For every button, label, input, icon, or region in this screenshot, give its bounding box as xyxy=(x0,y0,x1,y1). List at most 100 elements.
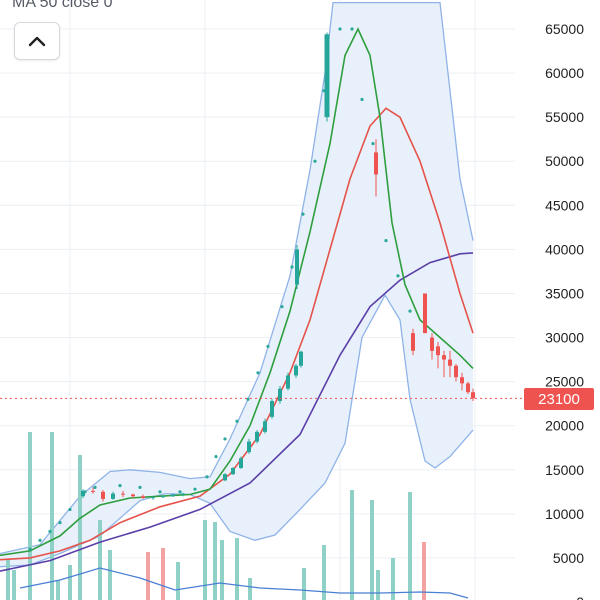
candle-body xyxy=(374,152,378,175)
candle-body xyxy=(131,494,135,497)
sar-dot xyxy=(235,419,239,423)
sar-dot xyxy=(214,454,218,459)
candlesticks xyxy=(81,32,475,502)
candle xyxy=(448,350,452,378)
candle-body xyxy=(466,383,470,393)
candle xyxy=(471,388,475,402)
candle xyxy=(442,350,446,378)
sar-dot xyxy=(350,27,354,31)
candle-body xyxy=(121,493,125,495)
collapse-legend-button[interactable] xyxy=(14,22,60,60)
candle xyxy=(295,244,299,290)
candle xyxy=(171,493,175,498)
sar-dot xyxy=(338,27,342,31)
volume-bar xyxy=(408,492,412,600)
candle-body xyxy=(286,375,290,389)
candle xyxy=(231,467,235,476)
sar-dot xyxy=(68,507,72,512)
sar-dot xyxy=(290,265,294,269)
band-fill xyxy=(0,2,473,567)
sar-dot xyxy=(48,529,52,534)
candle xyxy=(294,363,298,379)
candle-body xyxy=(411,333,415,351)
y-tick-label: 45000 xyxy=(545,197,584,213)
candle xyxy=(454,363,458,382)
volume-bar xyxy=(146,552,150,600)
candle-body xyxy=(231,468,235,475)
candle-body xyxy=(295,249,299,285)
candle xyxy=(255,430,259,444)
candle-body xyxy=(223,474,227,481)
y-axis: 0 5000 10000 15000 20000 25000 30000 35000 40000… xyxy=(545,21,584,600)
volume-bar xyxy=(220,540,224,600)
candle xyxy=(374,139,378,197)
sar-dot xyxy=(138,485,142,489)
candle-body xyxy=(255,431,259,442)
volume-bar xyxy=(12,570,16,600)
volume-bar xyxy=(203,520,207,600)
y-tick-label: 15000 xyxy=(545,462,584,478)
volume-bar xyxy=(322,545,326,600)
candle xyxy=(270,399,274,419)
candle xyxy=(223,473,227,482)
volume-bar xyxy=(176,562,180,600)
sar-dot xyxy=(93,485,97,489)
sar-dot xyxy=(223,437,227,441)
candle-body xyxy=(101,491,105,499)
candle-body xyxy=(111,493,115,499)
candle-body xyxy=(247,441,251,453)
y-tick-label: 60000 xyxy=(545,65,584,81)
y-tick-label: 30000 xyxy=(545,330,584,346)
volume-bar xyxy=(50,432,54,600)
candle xyxy=(81,489,85,498)
candle-body xyxy=(442,355,446,360)
volume-bar xyxy=(108,550,112,600)
sar-dot xyxy=(280,305,284,309)
candle xyxy=(460,372,464,391)
sar-dot xyxy=(360,97,364,102)
candle-body xyxy=(278,388,282,402)
sar-dot xyxy=(193,487,197,491)
volume-bar xyxy=(235,538,239,600)
candle xyxy=(141,494,145,499)
candle xyxy=(411,328,415,356)
candle-body xyxy=(294,365,298,376)
y-tick-label: 20000 xyxy=(545,418,584,434)
sar-dot xyxy=(158,490,162,494)
ma-fast-line xyxy=(0,27,474,557)
band-lower-line xyxy=(0,293,474,568)
candle xyxy=(121,490,125,498)
candle-body xyxy=(239,458,243,469)
candle xyxy=(131,493,135,498)
candle-body xyxy=(299,351,303,366)
candle xyxy=(181,492,185,497)
candle-body xyxy=(91,490,95,492)
volume-bar xyxy=(56,580,60,600)
current-price-tag: 23100 xyxy=(524,388,594,410)
candle xyxy=(151,496,155,500)
volume-bar xyxy=(391,558,395,600)
y-tick-label: 35000 xyxy=(545,285,584,301)
sar-dot xyxy=(301,212,305,216)
ma-mid-line xyxy=(0,107,474,561)
candle xyxy=(247,438,251,454)
candle xyxy=(111,491,115,500)
y-tick-label: 55000 xyxy=(545,109,584,125)
ma-slow-line xyxy=(0,252,474,572)
volume-bar xyxy=(213,522,217,600)
sar-dot xyxy=(246,397,250,401)
candle-body xyxy=(141,496,145,498)
volume-bar xyxy=(302,568,306,600)
bollinger-band xyxy=(0,1,474,568)
candle xyxy=(286,372,290,391)
candle-body xyxy=(448,359,452,366)
sar-dot xyxy=(396,274,400,278)
candle xyxy=(91,487,95,494)
y-tick-label: 25000 xyxy=(545,374,584,390)
candle xyxy=(423,293,427,334)
candle-body xyxy=(324,34,330,118)
volume-bar xyxy=(68,565,72,600)
sar-dot xyxy=(205,475,209,479)
candle-body xyxy=(460,377,464,384)
